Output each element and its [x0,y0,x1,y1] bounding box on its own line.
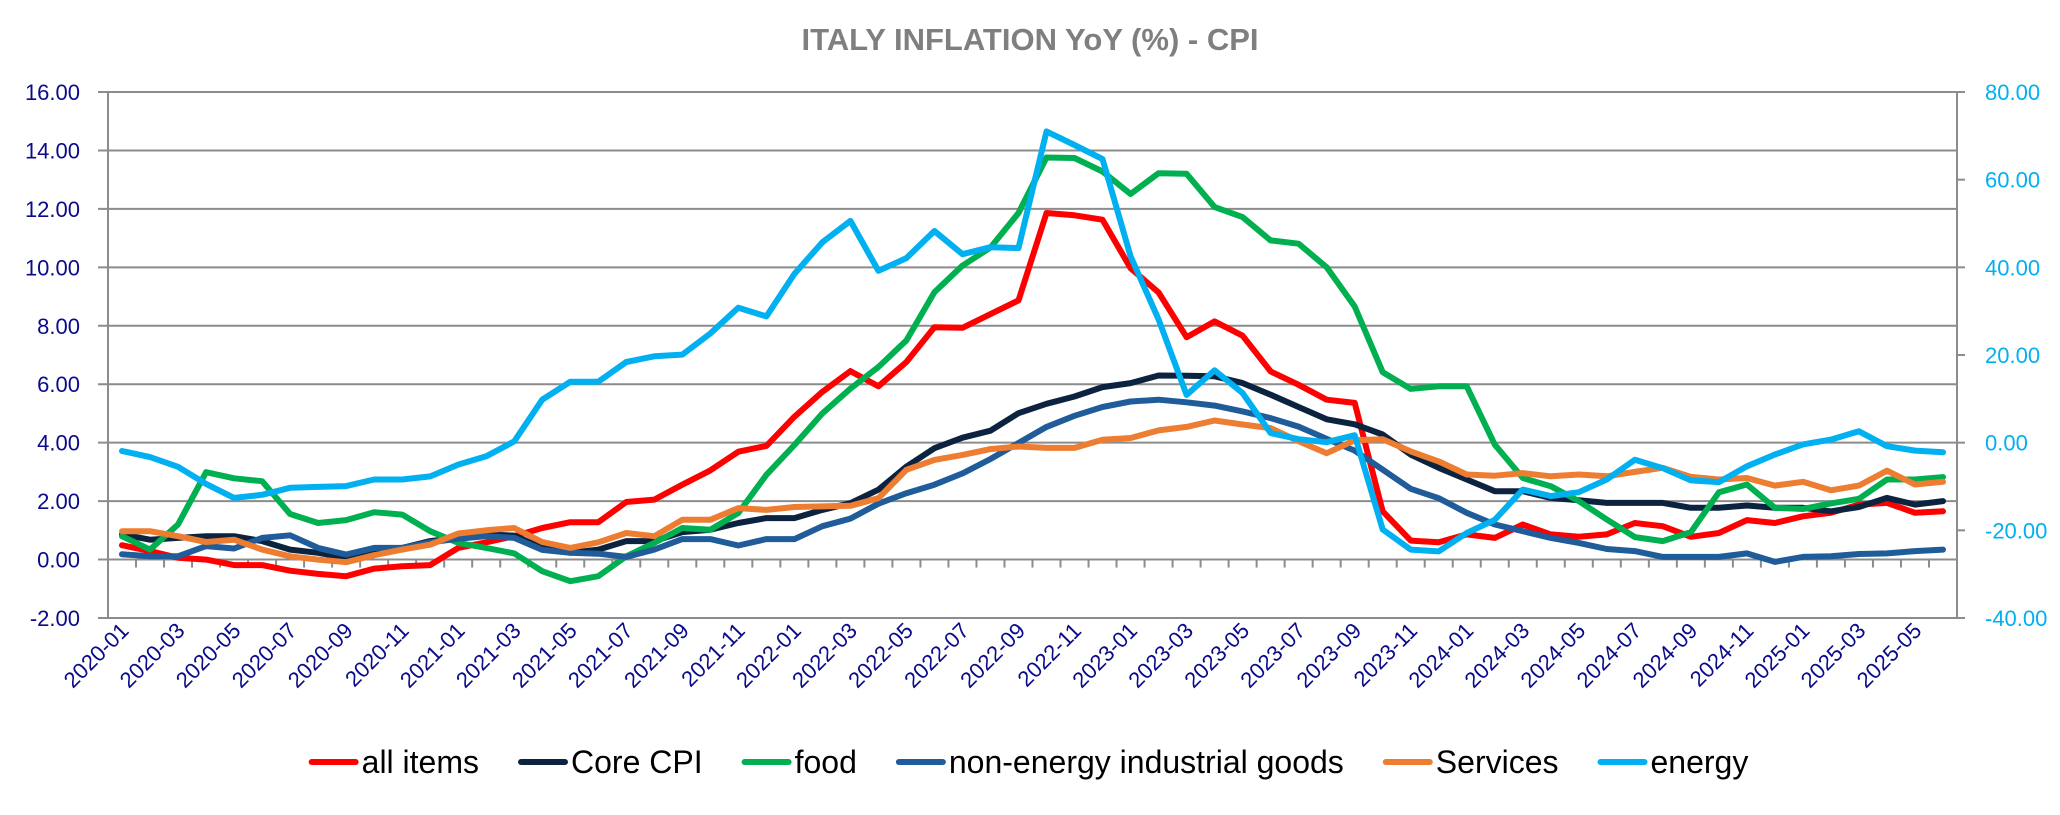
left-y-tick-label: 4.00 [37,431,80,456]
left-y-tick-label: 14.00 [25,138,80,163]
right-y-tick-label: 0.00 [1985,431,2028,456]
left-y-axis-ticks: 16.00 14.00 12.00 10.00 8.00 6.00 4.00 2.00 0.00… [25,80,80,631]
right-y-tick-label: 60.00 [1985,168,2040,193]
left-y-tick-label: 12.00 [25,197,80,222]
left-y-tick-label: 0.00 [37,548,80,573]
series-line-all-items [119,210,1946,580]
left-y-tick-label: 6.00 [37,372,80,397]
legend-item-services: Services [1382,744,1559,780]
legend: all items Core CPI food non-energy industri… [308,744,1749,780]
left-y-tick-label: 2.00 [37,489,80,514]
legend-label: all items [362,744,479,780]
legend-item-energy: energy [1597,744,1749,780]
series-lines [119,128,1946,585]
right-y-tick-label: -20.00 [1985,518,2047,543]
legend-item-non-energy-industrial-goods: non-energy industrial goods [895,744,1344,780]
legend-label: energy [1651,744,1749,780]
legend-label: Core CPI [571,744,703,780]
legend-label: Services [1436,744,1559,780]
left-y-tick-label: 8.00 [37,314,80,339]
gridlines [98,91,1957,619]
series-line-energy [119,128,1946,555]
series-line-services [119,417,1946,566]
legend-item-all-items: all items [308,744,479,780]
right-y-tick-label: 40.00 [1985,255,2040,280]
legend-item-core-cpi: Core CPI [518,744,703,780]
left-y-tick-label: 10.00 [25,255,80,280]
series-line-food [119,154,1946,585]
right-y-tick-label: 20.00 [1985,343,2040,368]
legend-label: food [795,744,857,780]
legend-item-food: food [741,744,857,780]
left-y-tick-label: 16.00 [25,80,80,105]
legend-label: non-energy industrial goods [949,744,1344,780]
right-y-tick-label: 80.00 [1985,80,2040,105]
axes [107,92,1958,618]
right-y-axis-ticks: 80.00 60.00 40.00 20.00 0.00 -20.00 -40.00 [1957,80,2047,631]
left-y-tick-label: -2.00 [30,606,80,631]
chart-title: ITALY INFLATION YoY (%) - CPI [802,22,1259,57]
x-axis-ticks: 2020-012020-032020-052020-072020-092020-… [59,618,1927,693]
right-y-tick-label: -40.00 [1985,606,2047,631]
